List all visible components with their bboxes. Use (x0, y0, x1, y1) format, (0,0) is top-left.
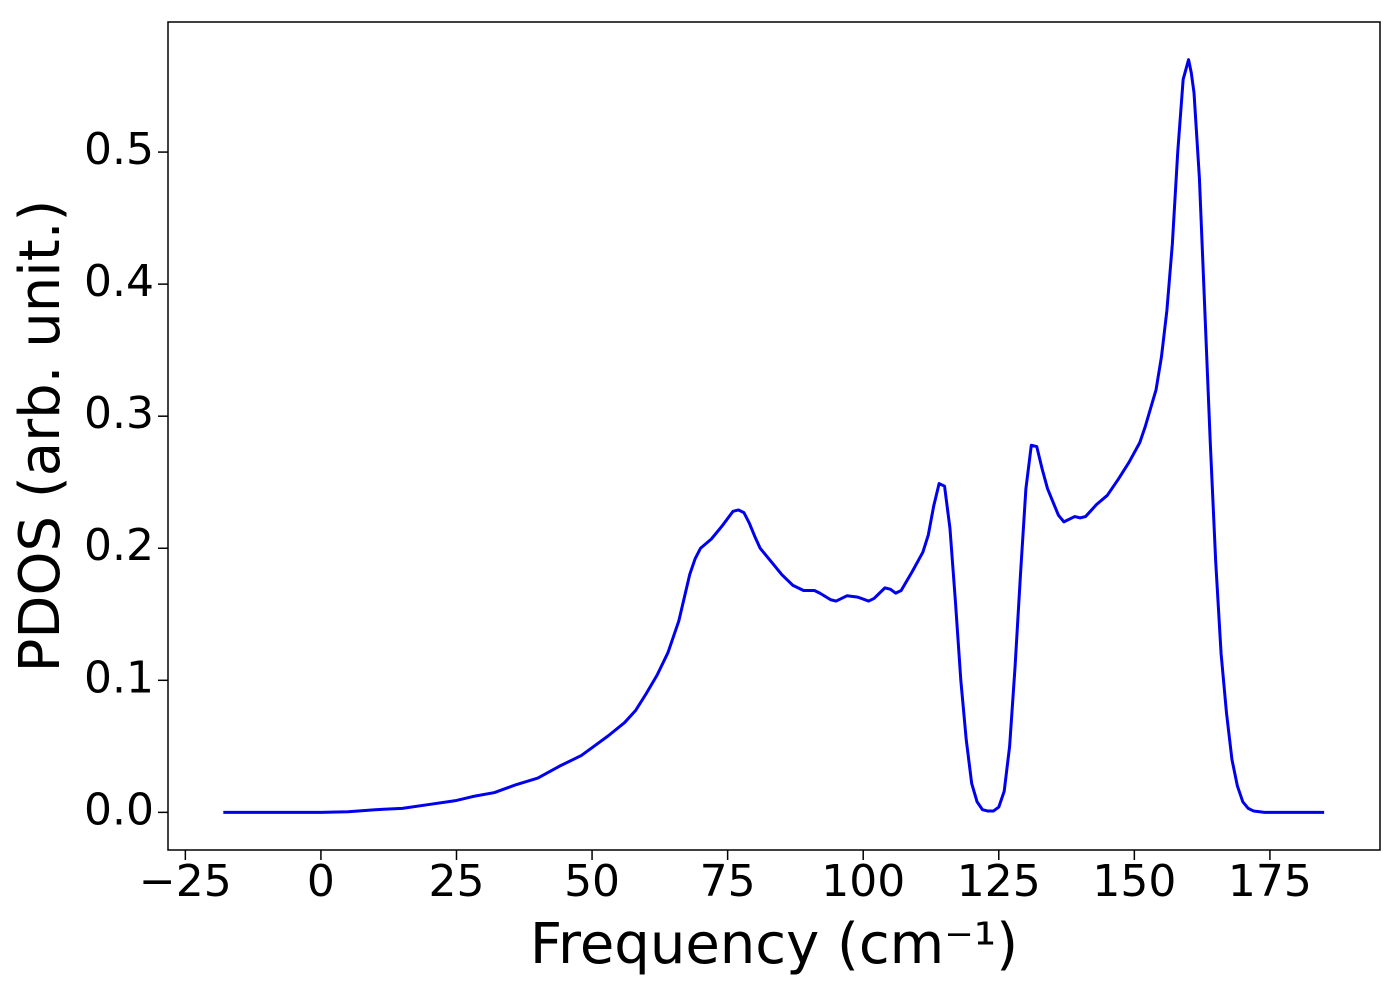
y-tick-label: 0.2 (84, 520, 154, 571)
y-tick-label: 0.3 (84, 388, 154, 439)
x-tick-label: −25 (139, 856, 232, 907)
x-tick-label: 0 (307, 856, 335, 907)
x-tick-label: 25 (428, 856, 484, 907)
y-axis-label: PDOS (arb. unit.) (8, 200, 73, 673)
line (223, 58, 1325, 814)
x-tick-label: 100 (821, 856, 905, 907)
y-tick-label: 0.4 (84, 256, 154, 307)
x-tick-label: 175 (1228, 856, 1312, 907)
x-tick-label: 125 (957, 856, 1041, 907)
y-tick-label: 0.1 (84, 652, 154, 703)
x-tick-label: 75 (700, 856, 756, 907)
x-tick-label: 150 (1092, 856, 1176, 907)
x-axis-label: Frequency (cm⁻¹) (530, 912, 1018, 977)
plot-frame (167, 21, 1381, 851)
y-tick-label: 0.0 (84, 784, 154, 835)
y-tick-label: 0.5 (84, 124, 154, 175)
x-tick-label: 50 (564, 856, 620, 907)
